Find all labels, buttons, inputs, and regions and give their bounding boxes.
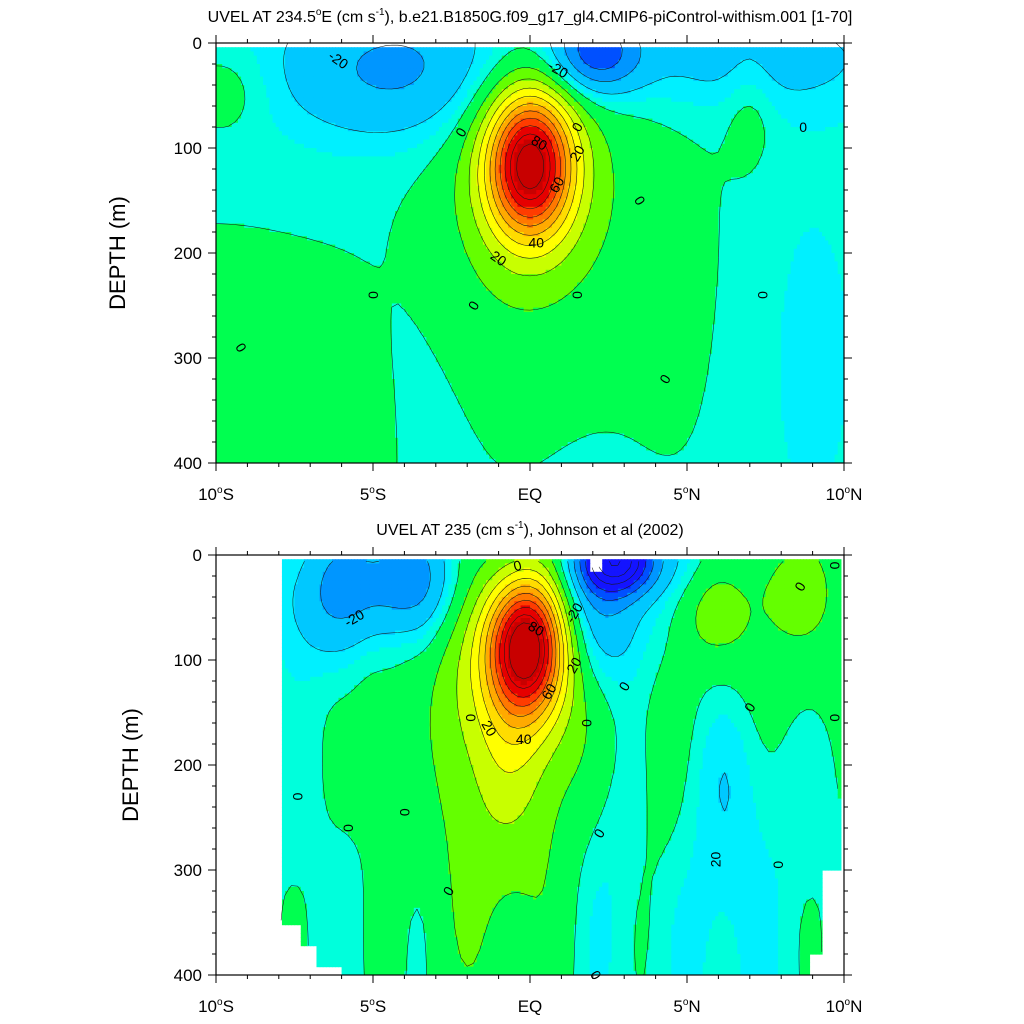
y-tick-label: 0: [193, 34, 202, 53]
contour-line-2-10: [429, 561, 828, 967]
contour-line-2-80: [499, 606, 549, 698]
contour-line-2-30: [470, 569, 569, 774]
contour-label: 0: [579, 719, 595, 727]
y-tick-labels-2: 0 100 200 300 400: [174, 546, 202, 985]
contour-label: 0: [827, 561, 843, 569]
contour-lines-2: [280, 561, 838, 975]
contour-label: 0: [770, 861, 786, 869]
contour-line-1--20: [356, 43, 642, 90]
contour-label: 60: [538, 681, 560, 703]
contour-label: 0: [462, 714, 478, 722]
contour-line-2--10: [292, 561, 730, 812]
contour-line-2--30: [579, 561, 654, 601]
contour-label: 0: [512, 557, 524, 575]
y-tick-label: 200: [174, 756, 202, 775]
y-tick-label: 300: [174, 861, 202, 880]
contour-label: 0: [754, 291, 770, 299]
y-tick-label: 400: [174, 966, 202, 985]
contour-line-2-20: [456, 561, 575, 824]
x-tick-label: 10oN: [826, 997, 863, 1016]
chart-title-1: UVEL AT 234.5oE (cm s-1), b.e21.B1850G.f…: [208, 7, 853, 26]
contour-field-2: [281, 559, 842, 975]
contour-label: 60: [546, 174, 568, 196]
contour-label: 20: [563, 654, 585, 676]
contour-line-1--30: [577, 43, 623, 70]
contour-lines-1: [216, 43, 844, 463]
contour-line-1-0: [216, 47, 765, 463]
y-tick-label: 300: [174, 349, 202, 368]
contour-line-2--20: [320, 561, 664, 619]
contour-line-2-40: [478, 578, 565, 745]
x-tick-label: 10oS: [198, 997, 234, 1016]
chart-title-2: UVEL AT 235 (cm s-1), Johnson et al (200…: [376, 520, 683, 539]
x-tick-label: 10oN: [826, 485, 863, 504]
axis-ticks-1: [208, 35, 852, 471]
contour-label: 20: [566, 142, 588, 164]
contour-line-2--40: [585, 561, 647, 592]
contour-line-2-90: [504, 614, 545, 689]
contour-label: 0: [799, 119, 807, 135]
contour-line-1-40: [484, 95, 578, 247]
y-axis-label-2: DEPTH (m): [118, 708, 143, 822]
contour-line-1-60: [494, 110, 566, 227]
contour-label: 0: [569, 291, 585, 299]
contour-line-2--70: [609, 561, 621, 566]
x-tick-labels-1: 10oS 5oS EQ 5oN 10oN: [198, 485, 862, 504]
contour-line-2--60: [598, 561, 632, 578]
contour-label: 40: [528, 235, 544, 251]
y-tick-label: 0: [193, 546, 202, 565]
contour-label: 0: [365, 291, 381, 299]
contour-line-1-100: [516, 143, 544, 190]
contour-line-2-0: [280, 561, 838, 975]
x-tick-label: 5oN: [673, 485, 700, 504]
contour-line-1-80: [504, 125, 556, 210]
y-tick-labels-1: 0 100 200 300 400: [174, 34, 202, 473]
y-tick-label: 200: [174, 244, 202, 263]
contour-label: 20: [707, 852, 723, 868]
contour-field-1: [216, 47, 844, 463]
x-tick-label: 5oS: [360, 485, 386, 504]
contour-line-1-50: [489, 103, 572, 236]
x-tick-labels-2: 10oS 5oS EQ 5oN 10oN: [198, 997, 862, 1016]
contour-label: 20: [478, 718, 500, 740]
contour-line-1-70: [499, 117, 561, 218]
chart-panel-2: UVEL AT 235 (cm s-1), Johnson et al (200…: [118, 520, 862, 1016]
chart-panel-1: UVEL AT 234.5oE (cm s-1), b.e21.B1850G.f…: [105, 7, 862, 504]
contour-line-1-20: [468, 78, 595, 277]
contour-line-2-50: [484, 585, 560, 729]
contour-label: 80: [529, 132, 551, 154]
contour-line-1-10: [454, 67, 615, 311]
contour-label: 80: [526, 618, 548, 640]
contour-line-1-30: [477, 87, 585, 259]
x-tick-label: EQ: [518, 485, 543, 504]
x-tick-label: 10oS: [198, 485, 234, 504]
contour-line-1-90: [510, 133, 551, 201]
contour-line-2-60: [489, 593, 557, 717]
y-tick-label: 400: [174, 454, 202, 473]
contour-line-2-70: [494, 599, 553, 707]
x-tick-label: 5oN: [673, 997, 700, 1016]
contour-line-2--50: [591, 561, 640, 585]
y-axis-label-1: DEPTH (m): [105, 196, 130, 310]
y-tick-label: 100: [174, 651, 202, 670]
contour-label: 0: [340, 824, 356, 832]
y-tick-label: 100: [174, 139, 202, 158]
x-tick-label: 5oS: [360, 997, 386, 1016]
contour-label: 40: [516, 731, 532, 747]
contour-label: 0: [290, 792, 306, 800]
contour-label: 0: [396, 808, 412, 816]
contour-label: 0: [827, 714, 843, 722]
axis-ticks-2: [208, 547, 852, 983]
x-tick-label: EQ: [518, 997, 543, 1016]
contour-line-1--10: [283, 43, 844, 133]
contour-line-2-100: [509, 622, 540, 680]
